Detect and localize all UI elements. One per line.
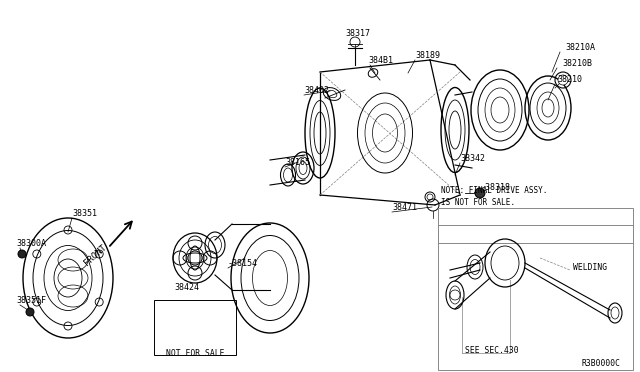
Text: NOTE: FINAL DRIVE ASSY.
IS NOT FOR SALE.: NOTE: FINAL DRIVE ASSY. IS NOT FOR SALE. (441, 186, 547, 207)
Text: R3B0000C: R3B0000C (581, 359, 620, 368)
Text: 38300A: 38300A (16, 239, 46, 248)
Circle shape (26, 308, 34, 316)
Text: 3B342: 3B342 (460, 154, 485, 163)
Text: 38402: 38402 (304, 86, 329, 95)
Bar (438, 225, 633, 370)
Text: 38189: 38189 (415, 51, 440, 60)
Bar (438, 208, 633, 243)
Text: 38351: 38351 (72, 209, 97, 218)
Text: 38210A: 38210A (565, 43, 595, 52)
Text: 38424: 38424 (174, 283, 199, 292)
Text: 38210: 38210 (557, 75, 582, 84)
Bar (154, 300, 236, 355)
Text: -38154: -38154 (228, 259, 258, 268)
Circle shape (558, 75, 568, 85)
Text: 38351F: 38351F (16, 296, 46, 305)
Text: 38210B: 38210B (562, 59, 592, 68)
Text: -38318: -38318 (481, 183, 511, 192)
Text: SEE SEC.430: SEE SEC.430 (465, 346, 519, 355)
Text: NOT FOR SALE: NOT FOR SALE (166, 349, 224, 358)
Circle shape (475, 188, 485, 198)
Text: WELDING: WELDING (573, 263, 607, 272)
Text: 384B1: 384B1 (368, 56, 393, 65)
Text: 38165: 38165 (285, 158, 310, 167)
Text: FRONT: FRONT (82, 243, 108, 267)
Circle shape (18, 250, 26, 258)
Text: 38317: 38317 (345, 29, 370, 38)
Text: 38471: 38471 (392, 203, 417, 212)
